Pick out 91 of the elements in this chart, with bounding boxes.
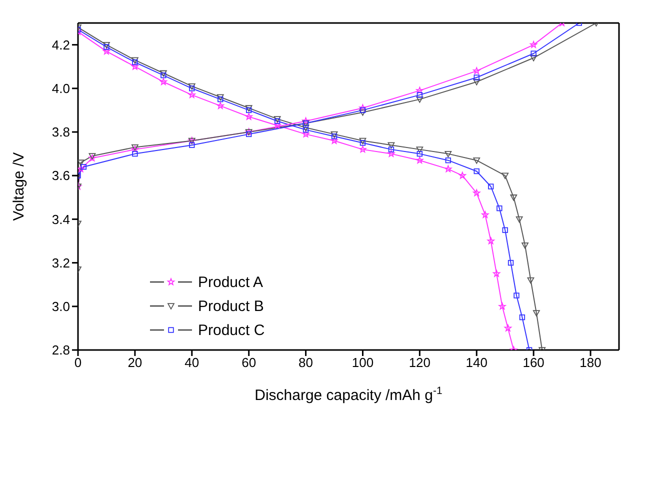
x-tick-label: 60	[242, 355, 256, 370]
point	[416, 150, 423, 157]
point	[482, 211, 489, 218]
y-tick-label: 3.2	[52, 255, 70, 270]
point	[502, 227, 508, 233]
point	[473, 157, 480, 164]
point	[522, 242, 528, 249]
y-tick-label: 3.0	[52, 299, 70, 314]
point	[189, 86, 195, 92]
legend-label: Product B	[198, 298, 264, 314]
point	[458, 172, 466, 179]
point	[516, 216, 523, 223]
x-tick-label: 160	[522, 355, 544, 370]
point	[514, 292, 520, 298]
point	[444, 150, 452, 158]
point	[530, 55, 538, 62]
point	[508, 260, 514, 266]
point	[360, 107, 366, 114]
point	[80, 164, 87, 170]
point	[416, 146, 424, 153]
x-tick-label: 180	[580, 355, 602, 370]
point	[359, 146, 366, 153]
point	[330, 131, 338, 138]
point	[78, 160, 84, 166]
point	[104, 44, 110, 50]
point	[102, 48, 110, 54]
point	[388, 146, 394, 152]
point	[388, 142, 395, 149]
point	[359, 110, 366, 116]
y-axis-title: Voltage /V	[10, 152, 28, 221]
y-tick-label: 2.8	[52, 342, 70, 358]
point	[504, 324, 512, 332]
x-tick-label: 120	[408, 355, 431, 370]
point	[160, 78, 168, 85]
y-tick-label: 3.4	[52, 212, 70, 227]
point	[388, 150, 395, 157]
x-tick-label: 140	[466, 355, 488, 370]
point	[78, 165, 84, 172]
point	[473, 79, 480, 86]
x-tick-label: 80	[298, 355, 314, 370]
x-tick-label: 100	[352, 355, 374, 370]
x-axis-title: Discharge capacity /mAh g$^{-1}$	[254, 385, 443, 404]
point	[492, 270, 500, 277]
point	[445, 157, 452, 164]
point	[188, 91, 196, 98]
x-tick-label: 0	[74, 355, 82, 370]
point	[530, 50, 536, 56]
point	[302, 117, 310, 124]
point	[416, 96, 424, 103]
point	[331, 134, 338, 140]
point	[189, 142, 195, 148]
point	[474, 74, 480, 80]
point	[245, 112, 252, 120]
legend-label: Product C	[198, 322, 265, 338]
point	[274, 122, 281, 129]
point	[103, 42, 110, 48]
point	[496, 205, 502, 212]
point	[532, 310, 540, 316]
legend-label: Product A	[198, 274, 264, 290]
point	[519, 314, 526, 320]
y-tick-label: 3.8	[52, 124, 70, 140]
y-tick-label: 4.2	[52, 37, 70, 52]
point	[530, 41, 538, 48]
point	[498, 302, 506, 310]
y-tick-label: 3.6	[52, 168, 70, 184]
point	[473, 67, 480, 74]
point	[444, 165, 452, 172]
point	[527, 277, 534, 284]
point	[360, 140, 366, 146]
point	[487, 237, 494, 244]
point	[416, 86, 424, 94]
point	[132, 150, 138, 157]
point	[216, 102, 224, 109]
point	[474, 168, 480, 174]
point	[188, 83, 196, 90]
y-tick-label: 4.0	[52, 81, 70, 96]
point	[416, 92, 423, 98]
point	[359, 104, 366, 112]
point	[131, 62, 139, 70]
point	[131, 144, 138, 151]
point	[302, 130, 310, 138]
point	[510, 194, 518, 201]
point	[88, 153, 96, 160]
point	[502, 172, 509, 180]
x-tick-label: 20	[128, 355, 142, 370]
x-tick-label: 40	[184, 355, 200, 370]
point	[330, 136, 338, 144]
point	[473, 189, 480, 196]
point	[488, 184, 494, 190]
point	[416, 156, 424, 164]
point	[359, 138, 366, 144]
